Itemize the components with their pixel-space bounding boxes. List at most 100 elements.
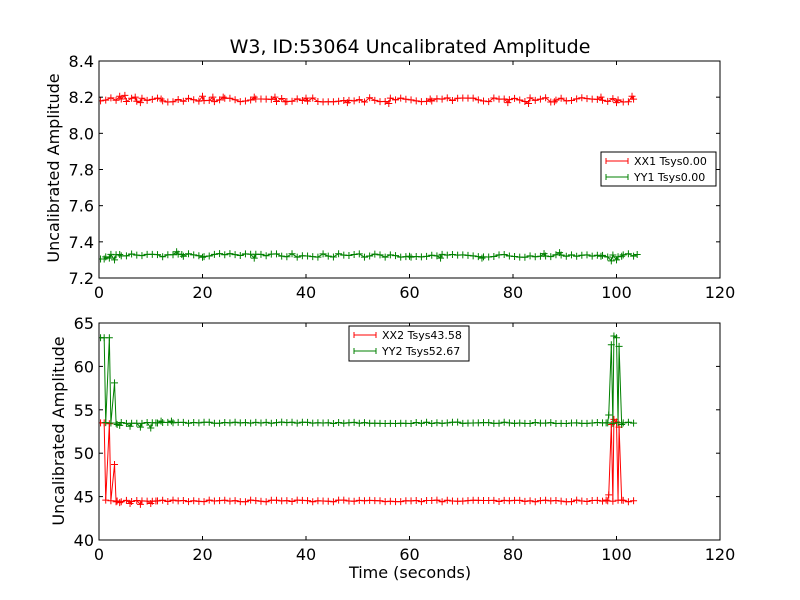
data-point (360, 253, 368, 261)
data-point (485, 98, 493, 106)
data-point (131, 93, 139, 101)
data-point (226, 94, 234, 102)
data-point (624, 498, 632, 506)
data-point (153, 419, 161, 427)
y-tick-label: 7.4 (69, 233, 94, 252)
data-point (241, 97, 249, 105)
data-point (185, 419, 193, 427)
x-tick-label: 0 (94, 545, 104, 564)
legend-label: YY1 Tsys0.00 (633, 171, 705, 184)
data-point (557, 497, 565, 505)
series-xx2 (99, 415, 638, 508)
y-tick-label: 50 (74, 444, 94, 463)
data-point (604, 97, 612, 105)
data-point (302, 94, 310, 102)
data-point (221, 251, 229, 259)
data-point (355, 250, 363, 258)
legend: XX1 Tsys0.00 YY1 Tsys0.00 (600, 151, 717, 187)
data-point (231, 251, 239, 259)
data-point (226, 497, 234, 505)
data-point (178, 250, 186, 258)
data-point (190, 497, 198, 505)
data-point (350, 418, 358, 426)
x-tick-label: 20 (192, 545, 212, 564)
data-point (607, 341, 615, 349)
series-xx1 (99, 91, 638, 107)
data-point (505, 252, 513, 260)
data-point (504, 99, 512, 107)
data-point (309, 94, 317, 102)
data-point (226, 250, 234, 258)
data-point (525, 99, 533, 107)
data-point (366, 94, 374, 102)
x-tick-label: 100 (601, 283, 632, 302)
data-point (588, 252, 596, 260)
data-point (459, 251, 467, 259)
data-point (247, 96, 255, 104)
data-point (542, 252, 550, 260)
data-point (350, 497, 358, 505)
data-point (340, 496, 348, 504)
data-point (480, 97, 488, 105)
data-point (195, 419, 203, 427)
data-point (167, 417, 175, 425)
data-point (99, 97, 105, 105)
data-point (179, 97, 187, 105)
data-point (128, 497, 136, 505)
data-point (407, 419, 415, 427)
legend-marker (353, 332, 377, 338)
data-point (350, 97, 358, 105)
data-point (128, 250, 136, 258)
data-point (157, 417, 165, 425)
data-point (550, 98, 558, 106)
x-tick-label: 100 (601, 545, 632, 564)
x-tick-label: 60 (399, 545, 419, 564)
data-point (252, 418, 260, 426)
data-point (262, 498, 270, 506)
data-point (205, 252, 213, 260)
data-point (557, 251, 565, 259)
data-point (136, 423, 144, 431)
series-line (100, 418, 634, 506)
data-point (392, 96, 400, 104)
data-point (169, 496, 177, 504)
data-point (407, 96, 415, 104)
legend-marker (353, 348, 377, 354)
data-point (273, 496, 281, 504)
data-point (159, 253, 167, 261)
data-point (433, 419, 441, 427)
legend-box (600, 151, 717, 187)
data-point (397, 94, 405, 102)
data-point (526, 252, 534, 260)
data-point (153, 497, 161, 505)
data-point (567, 498, 575, 506)
data-point (618, 421, 626, 429)
x-tick-label: 40 (296, 283, 316, 302)
data-point (231, 96, 239, 104)
data-point (210, 98, 218, 106)
data-point (159, 496, 167, 504)
data-point (578, 497, 586, 505)
data-point (231, 497, 239, 505)
data-point (293, 95, 301, 103)
data-point (521, 98, 529, 106)
data-point (169, 251, 177, 259)
data-point (613, 418, 620, 426)
data-point (407, 253, 415, 261)
y-axis-label: Uncalibrated Amplitude (49, 336, 68, 525)
data-point (485, 419, 493, 427)
data-point (288, 97, 296, 105)
data-point (607, 257, 615, 265)
data-point (478, 254, 486, 262)
bottom-amplitude-chart: Uncalibrated Amplitude Time (seconds) 0 2… (49, 314, 735, 582)
x-tick-label: 80 (503, 545, 523, 564)
data-point (147, 424, 155, 432)
data-point (597, 252, 605, 260)
data-point (428, 419, 436, 427)
data-point (138, 252, 146, 260)
data-point (630, 419, 638, 427)
data-point (505, 96, 513, 104)
y-axis-label: Uncalibrated Amplitude (44, 73, 63, 262)
data-point (547, 253, 555, 261)
data-point (102, 96, 110, 104)
